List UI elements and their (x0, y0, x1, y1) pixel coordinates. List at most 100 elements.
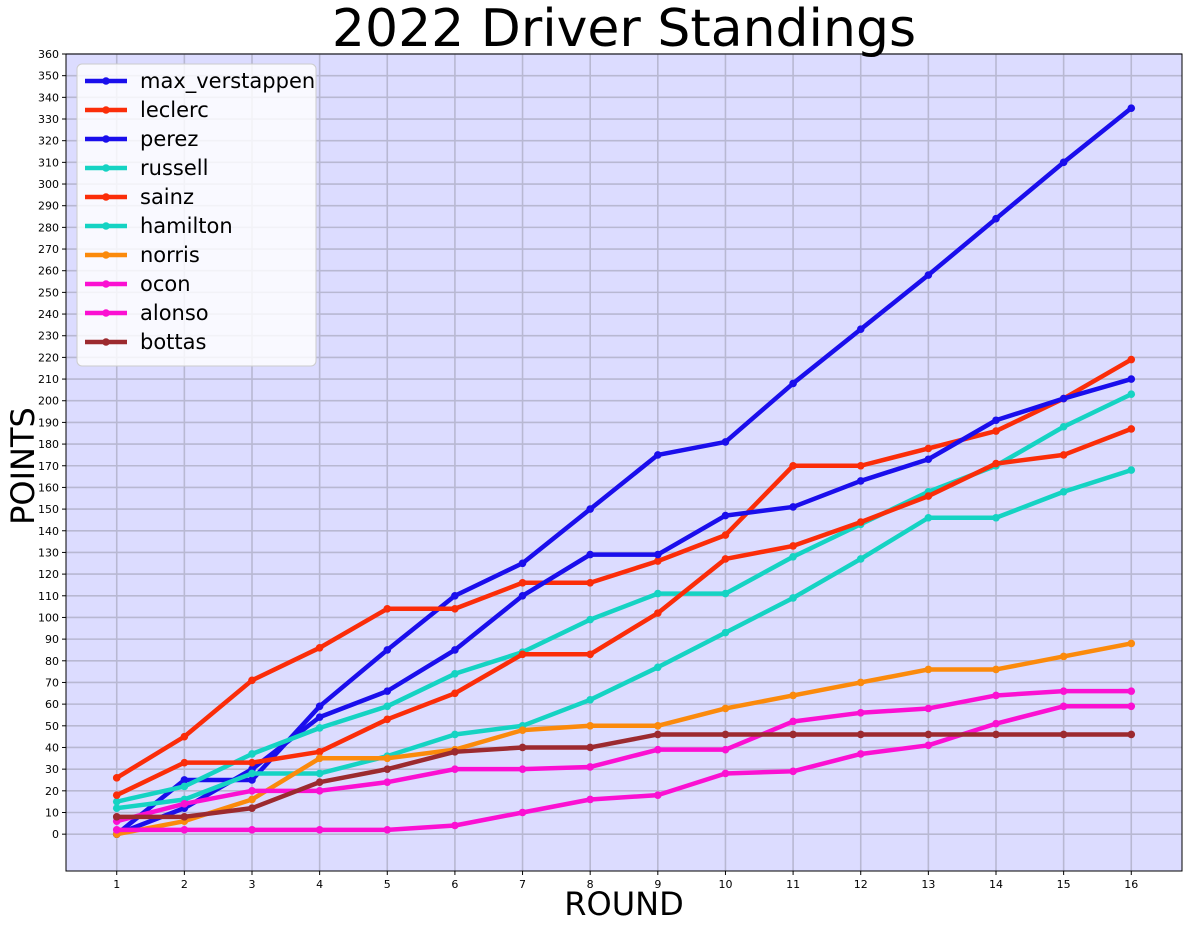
data-point (1127, 375, 1136, 383)
data-point (315, 713, 324, 721)
data-point (654, 791, 662, 799)
data-point (383, 765, 392, 773)
y-tick-label: 190 (38, 416, 59, 429)
data-point (924, 704, 933, 713)
data-point (112, 813, 121, 821)
data-point (789, 503, 797, 511)
y-axis-label: POINTS (4, 407, 42, 525)
x-tick-label: 16 (1124, 878, 1138, 891)
data-point (1127, 104, 1136, 112)
data-point (451, 765, 459, 773)
data-point (586, 578, 594, 587)
data-point (248, 769, 256, 778)
data-point (451, 604, 459, 613)
legend-label: alonso (140, 301, 209, 325)
x-tick-label: 11 (786, 878, 800, 891)
data-point (248, 758, 256, 767)
y-tick-label: 20 (45, 785, 59, 798)
y-tick-label: 350 (38, 70, 59, 83)
data-point (518, 559, 527, 568)
data-point (315, 787, 324, 795)
legend-item: alonso (85, 301, 209, 325)
y-tick-label: 160 (38, 481, 59, 494)
legend-label: bottas (140, 330, 206, 354)
y-tick-label: 170 (38, 460, 59, 473)
x-tick-label: 7 (519, 878, 526, 891)
data-point (654, 451, 662, 459)
data-point (856, 555, 865, 563)
data-point (586, 615, 594, 624)
y-tick-label: 50 (45, 720, 59, 733)
legend-item: russell (85, 156, 208, 180)
data-point (654, 589, 662, 598)
data-point (315, 826, 324, 834)
x-tick-label: 12 (854, 878, 868, 891)
data-point (721, 438, 730, 446)
x-tick-label: 9 (654, 878, 661, 891)
data-point (992, 719, 1000, 728)
legend-marker (102, 222, 110, 230)
data-point (789, 717, 797, 726)
data-point (721, 730, 730, 739)
data-point (789, 594, 797, 602)
data-point (451, 821, 459, 830)
legend-label: perez (140, 127, 198, 151)
data-point (721, 704, 730, 713)
series-line (114, 641, 1134, 837)
data-point (248, 676, 256, 685)
x-tick-label: 10 (718, 878, 732, 891)
data-point (1127, 730, 1136, 739)
data-point (248, 787, 256, 795)
legend-marker (102, 338, 110, 346)
data-point (789, 691, 797, 700)
data-point (383, 646, 392, 654)
legend-label: ocon (140, 272, 191, 296)
data-point (383, 687, 392, 695)
data-point (518, 578, 527, 587)
data-point (1059, 451, 1068, 459)
data-point (924, 513, 933, 522)
y-tick-label: 300 (38, 178, 59, 191)
x-tick-label: 15 (1057, 878, 1071, 891)
data-point (992, 513, 1000, 522)
legend-marker (102, 77, 110, 85)
data-point (721, 628, 730, 637)
legend-item: leclerc (85, 98, 209, 122)
data-point (654, 663, 662, 672)
data-point (856, 750, 865, 758)
series-bottas (112, 730, 1136, 821)
data-point (451, 689, 459, 698)
legend-item: hamilton (85, 214, 233, 238)
x-axis: 1 2 3 4 5 6 7 8 9 10 11 12 13 14 15 16 (113, 871, 1138, 891)
data-point (924, 455, 933, 464)
y-tick-label: 0 (52, 828, 59, 841)
data-point (1127, 687, 1136, 695)
data-point (1059, 158, 1068, 167)
y-tick-label: 70 (45, 676, 59, 689)
data-point (315, 724, 324, 732)
data-point (112, 826, 121, 834)
data-point (721, 745, 730, 754)
legend-marker (102, 309, 110, 317)
series-line (114, 688, 1134, 824)
data-point (518, 765, 527, 773)
data-point (518, 650, 527, 659)
data-point (112, 774, 121, 782)
data-point (315, 754, 324, 763)
data-point (1059, 687, 1068, 695)
data-point (721, 531, 730, 539)
data-point (924, 741, 933, 750)
legend-marker (102, 164, 110, 172)
y-tick-label: 280 (38, 221, 59, 234)
legend-item: perez (85, 127, 198, 151)
data-point (586, 550, 594, 559)
y-tick-label: 220 (38, 351, 59, 364)
data-point (856, 461, 865, 470)
y-tick-label: 30 (45, 763, 59, 776)
legend-label: hamilton (140, 214, 233, 238)
data-point (992, 459, 1000, 468)
data-point (180, 826, 189, 834)
data-point (586, 795, 594, 804)
data-point (992, 665, 1000, 674)
